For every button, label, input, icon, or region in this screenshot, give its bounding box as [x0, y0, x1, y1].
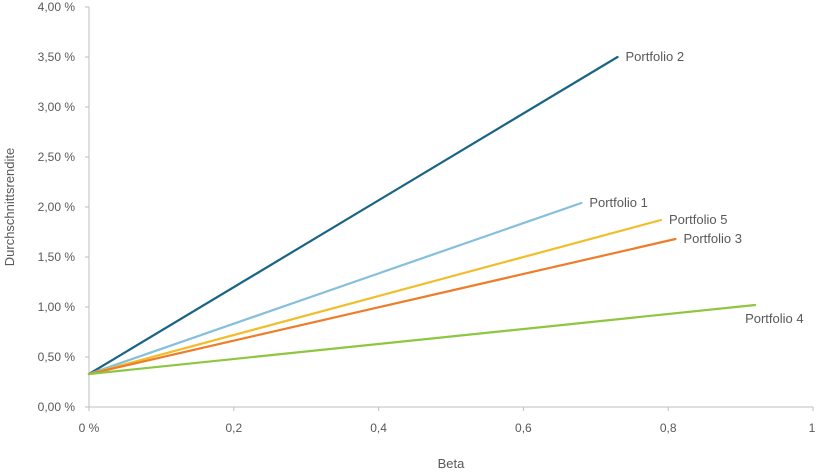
x-tick-label: 1 [809, 421, 816, 435]
y-tick-label: 3,00 % [38, 100, 76, 114]
x-axis-title: Beta [438, 456, 466, 471]
series-line-4 [87, 237, 677, 376]
y-axis-ticks: 0,00 % 0,50 % 1,00 % 1,50 % 2,00 % 2,50 % 3,00… [38, 0, 89, 414]
series-label-1: Portfolio 2 [626, 49, 685, 64]
y-tick-label: 2,00 % [38, 200, 76, 214]
x-axis-ticks: 0 % 0,2 0,4 0,6 0,8 1 [79, 407, 816, 435]
series-line-1 [87, 55, 619, 376]
series-line-5 [87, 303, 757, 376]
x-tick-label: 0 % [79, 421, 100, 435]
y-tick-label: 0,50 % [38, 350, 76, 364]
x-tick-label: 0,8 [660, 421, 677, 435]
y-tick-label: 3,50 % [38, 50, 76, 64]
series-label-5: Portfolio 4 [745, 311, 804, 326]
x-tick-label: 0,2 [225, 421, 242, 435]
y-tick-label: 0,00 % [38, 400, 76, 414]
y-tick-label: 4,00 % [38, 0, 76, 14]
y-tick-label: 1,00 % [38, 300, 76, 314]
series-label-2: Portfolio 1 [589, 195, 648, 210]
y-axis-title: Durchschnittsrendite [2, 148, 17, 267]
series-lines [87, 55, 757, 376]
series-line-3 [87, 218, 663, 376]
x-tick-label: 0,6 [515, 421, 532, 435]
plot-area: 0,00 % 0,50 % 1,00 % 1,50 % 2,00 % 2,50 % 3,00… [38, 0, 816, 435]
y-tick-label: 1,50 % [38, 250, 76, 264]
series-label-4: Portfolio 3 [683, 231, 742, 246]
x-tick-label: 0,4 [370, 421, 387, 435]
y-tick-label: 2,50 % [38, 150, 76, 164]
series-line-2 [87, 201, 583, 376]
series-label-3: Portfolio 5 [669, 212, 728, 227]
series-labels: Portfolio 2 Portfolio 1 Portfolio 5 Portfol… [589, 49, 803, 326]
